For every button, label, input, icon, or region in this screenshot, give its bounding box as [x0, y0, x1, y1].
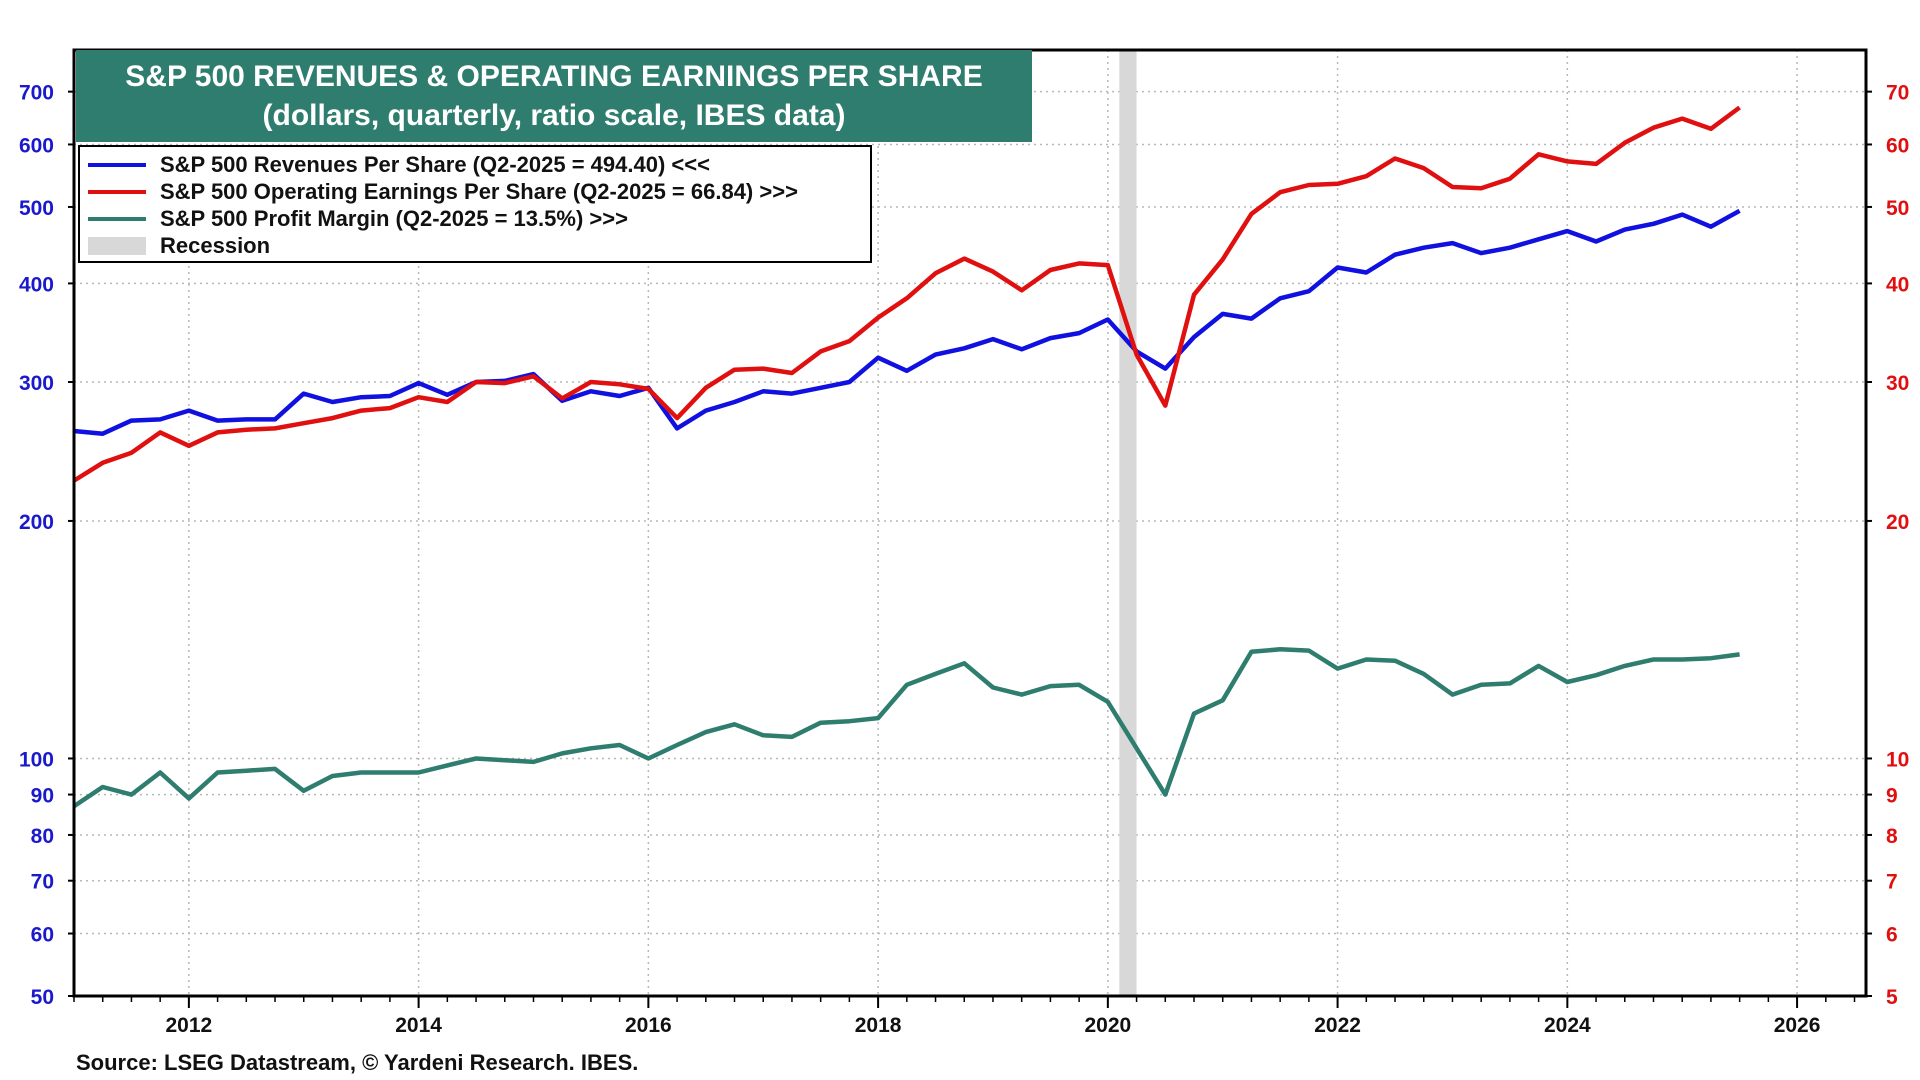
x-tick-label: 2026	[1774, 1014, 1821, 1037]
legend-item-recession: Recession	[88, 232, 862, 259]
legend-label-earnings: S&P 500 Operating Earnings Per Share (Q2…	[160, 178, 798, 204]
legend: S&P 500 Revenues Per Share (Q2-2025 = 49…	[78, 145, 872, 263]
left-tick-label: 100	[19, 748, 54, 771]
profit-margin-line	[72, 647, 1740, 809]
x-tick-label: 2024	[1544, 1014, 1591, 1037]
left-tick-label: 300	[19, 372, 54, 395]
right-tick-label: 60	[1886, 134, 1909, 157]
left-tick-label: 90	[31, 785, 54, 808]
source-note: Source: LSEG Datastream, © Yardeni Resea…	[76, 1050, 639, 1075]
chart-title: S&P 500 REVENUES & OPERATING EARNINGS PE…	[125, 60, 983, 93]
right-tick-label: 40	[1886, 273, 1909, 296]
legend-label-recession: Recession	[160, 232, 271, 258]
axes-layer: 50 60 70 80 90 100 200 300 400 500 600 700 5 6 7 8 9 10 20…	[19, 82, 1909, 1037]
left-tick-label: 70	[31, 871, 54, 894]
x-tick-label: 2018	[855, 1014, 902, 1037]
left-tick-label: 500	[19, 197, 54, 220]
left-tick-label: 400	[19, 273, 54, 296]
right-tick-label: 10	[1886, 748, 1909, 771]
left-tick-label: 50	[31, 986, 54, 1009]
legend-label-revenues: S&P 500 Revenues Per Share (Q2-2025 = 49…	[160, 151, 710, 177]
x-tick-label: 2020	[1084, 1014, 1131, 1037]
series-layer	[72, 105, 1741, 809]
right-tick-label: 5	[1886, 986, 1898, 1009]
left-tick-label: 600	[19, 134, 54, 157]
legend-swatch-earnings	[88, 189, 146, 194]
right-tick-label: 30	[1886, 372, 1909, 395]
right-tick-label: 9	[1886, 785, 1898, 808]
x-tick-label: 2014	[395, 1014, 442, 1037]
legend-item-earnings: S&P 500 Operating Earnings Per Share (Q2…	[88, 178, 862, 205]
x-tick-label: 2012	[166, 1014, 213, 1037]
chart-title-box: S&P 500 REVENUES & OPERATING EARNINGS PE…	[76, 50, 1032, 142]
title-banner	[76, 50, 1032, 142]
left-tick-label: 200	[19, 511, 54, 534]
earnings-line	[72, 105, 1741, 483]
left-tick-label: 60	[31, 924, 54, 947]
legend-swatch-profit-margin	[88, 216, 146, 221]
revenues-line	[73, 208, 1741, 436]
x-tick-label: 2022	[1314, 1014, 1361, 1037]
right-tick-label: 70	[1886, 82, 1909, 105]
legend-label-profit-margin: S&P 500 Profit Margin (Q2-2025 = 13.5%) …	[160, 205, 628, 231]
left-tick-label: 80	[31, 825, 54, 848]
right-tick-label: 6	[1886, 924, 1898, 947]
chart-subtitle: (dollars, quarterly, ratio scale, IBES d…	[262, 99, 846, 132]
legend-item-revenues: S&P 500 Revenues Per Share (Q2-2025 = 49…	[88, 151, 862, 178]
recession-layer	[1119, 50, 1137, 996]
right-tick-label: 8	[1886, 825, 1898, 848]
left-tick-label: 700	[19, 82, 54, 105]
legend-swatch-revenues	[88, 162, 146, 167]
right-tick-label: 50	[1886, 197, 1909, 220]
recession-band	[1119, 50, 1137, 996]
legend-swatch-recession	[88, 236, 146, 255]
x-tick-label: 2016	[625, 1014, 672, 1037]
legend-item-profit-margin: S&P 500 Profit Margin (Q2-2025 = 13.5%) …	[88, 205, 862, 232]
right-tick-label: 20	[1886, 511, 1909, 534]
right-tick-label: 7	[1886, 871, 1898, 894]
